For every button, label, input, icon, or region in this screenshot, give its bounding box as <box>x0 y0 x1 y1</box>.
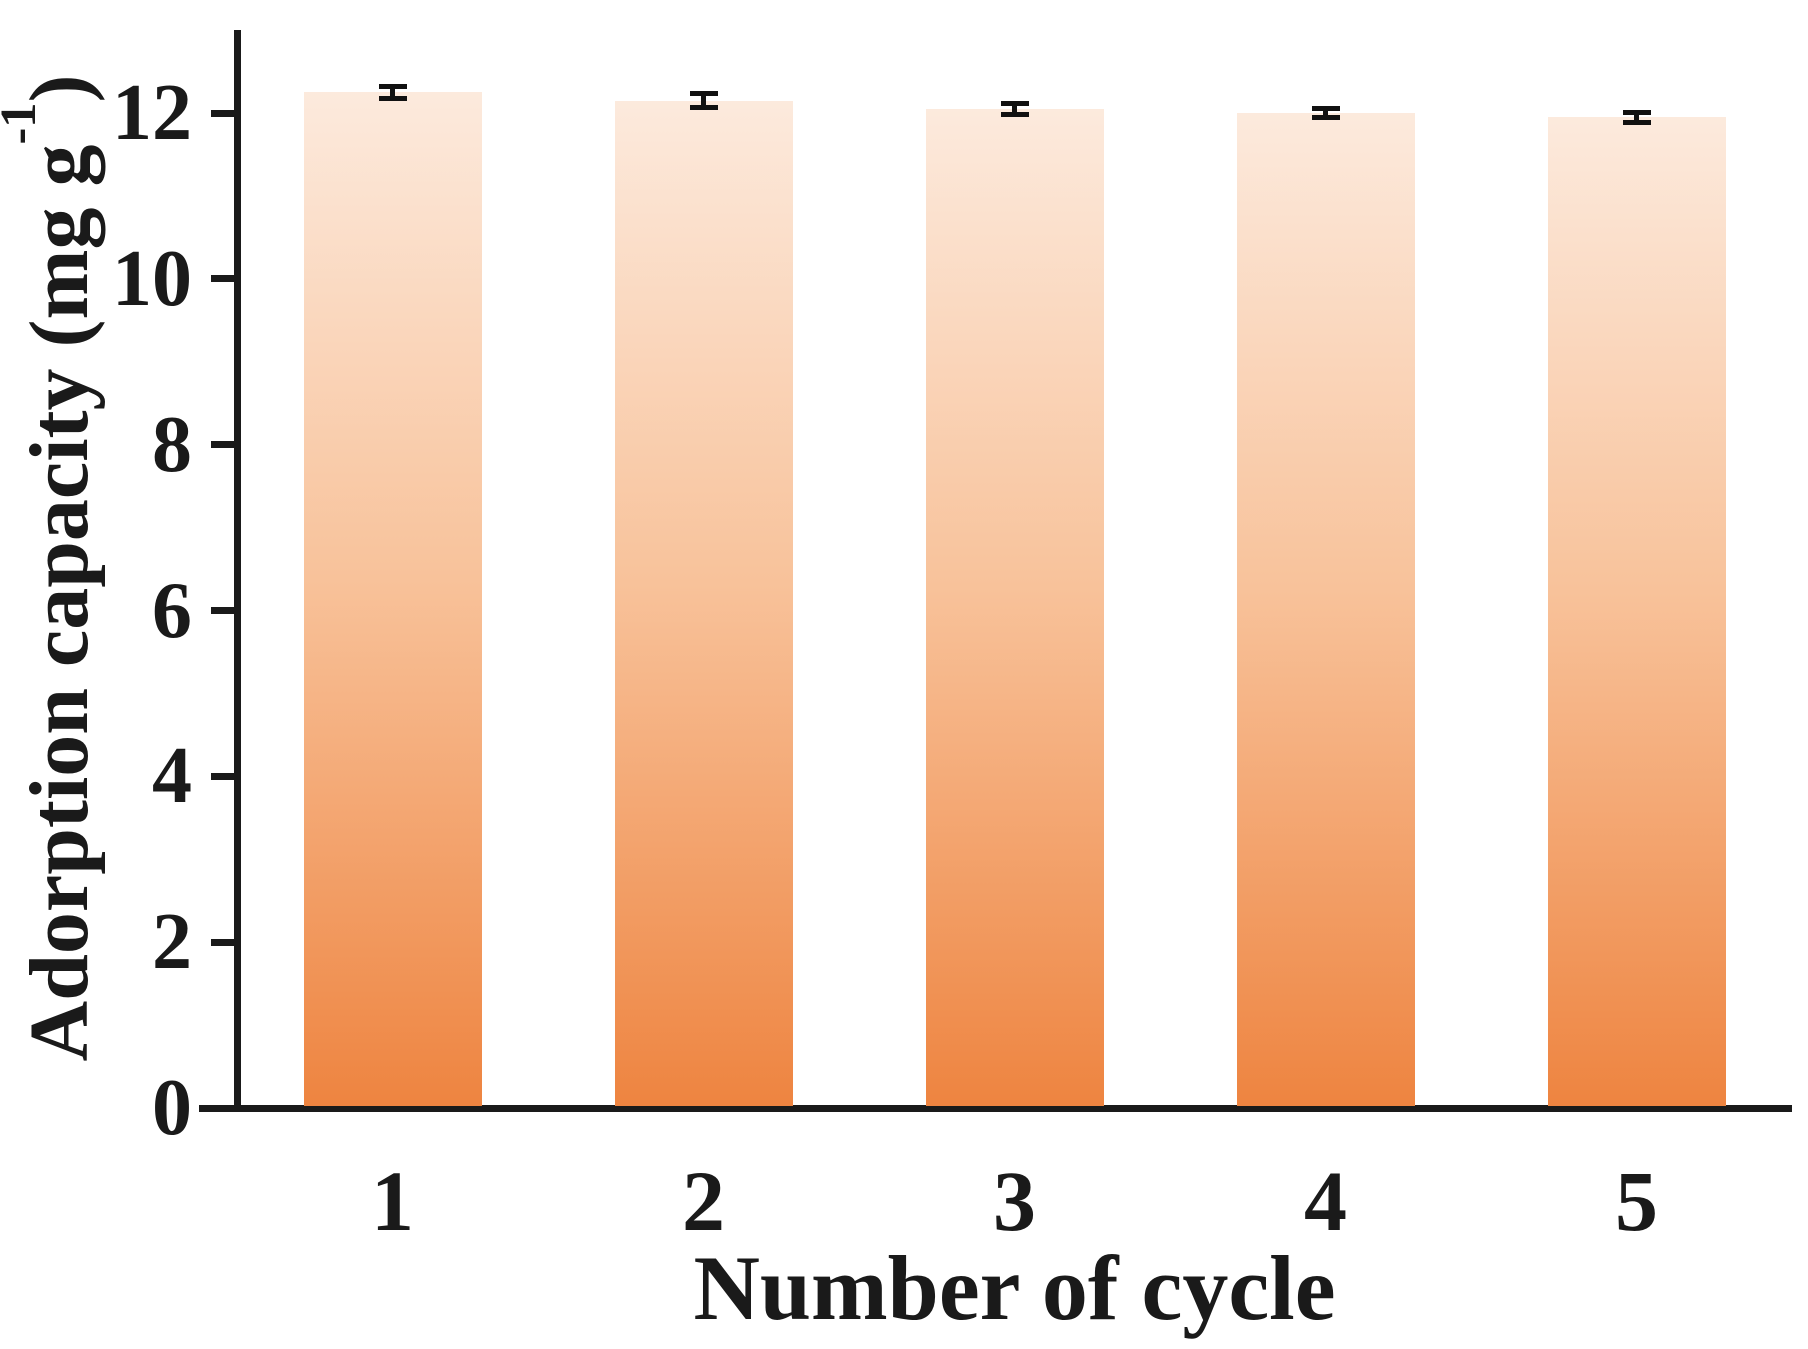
x-tick-label: 4 <box>1304 1153 1347 1249</box>
bar <box>925 108 1104 1106</box>
x-tick-label: 5 <box>1615 1153 1658 1249</box>
y-tick <box>211 772 237 780</box>
error-bar <box>1311 115 1340 121</box>
error-bar <box>1311 105 1340 111</box>
error-bar <box>701 93 706 108</box>
y-tick-label: 10 <box>112 234 192 323</box>
y-tick <box>211 275 237 283</box>
y-tick <box>211 938 237 946</box>
x-axis-label: Number of cycle <box>693 1237 1336 1339</box>
y-tick <box>211 607 237 614</box>
error-bar <box>378 95 407 101</box>
error-bar <box>689 104 718 110</box>
error-bar <box>1323 108 1328 118</box>
error-bar <box>1000 112 1029 118</box>
y-tick-label: 4 <box>152 732 192 821</box>
y-tick-label: 0 <box>152 1064 192 1152</box>
error-bar <box>1622 109 1651 115</box>
y-tick-label: 6 <box>152 566 192 655</box>
error-bar <box>1012 103 1017 115</box>
y-axis-line <box>234 30 241 1112</box>
error-bar <box>1634 112 1639 123</box>
error-bar <box>689 91 718 97</box>
bar <box>1547 117 1726 1106</box>
x-tick-label: 1 <box>371 1153 414 1249</box>
y-tick-label: 2 <box>152 898 192 987</box>
y-tick <box>211 441 237 449</box>
x-tick-label: 3 <box>993 1153 1036 1249</box>
bar <box>614 100 793 1106</box>
x-tick-label: 2 <box>682 1153 725 1249</box>
bar <box>1236 113 1415 1106</box>
x-axis-line <box>199 1105 1792 1112</box>
error-bar <box>390 86 395 99</box>
y-tick <box>211 109 237 117</box>
y-tick-label: 8 <box>152 400 192 489</box>
y-tick-label: 12 <box>112 69 192 157</box>
error-bar <box>1000 100 1029 106</box>
y-tick <box>211 1104 237 1112</box>
error-bar <box>1622 119 1651 125</box>
error-bar <box>378 83 407 89</box>
bar <box>303 92 482 1106</box>
